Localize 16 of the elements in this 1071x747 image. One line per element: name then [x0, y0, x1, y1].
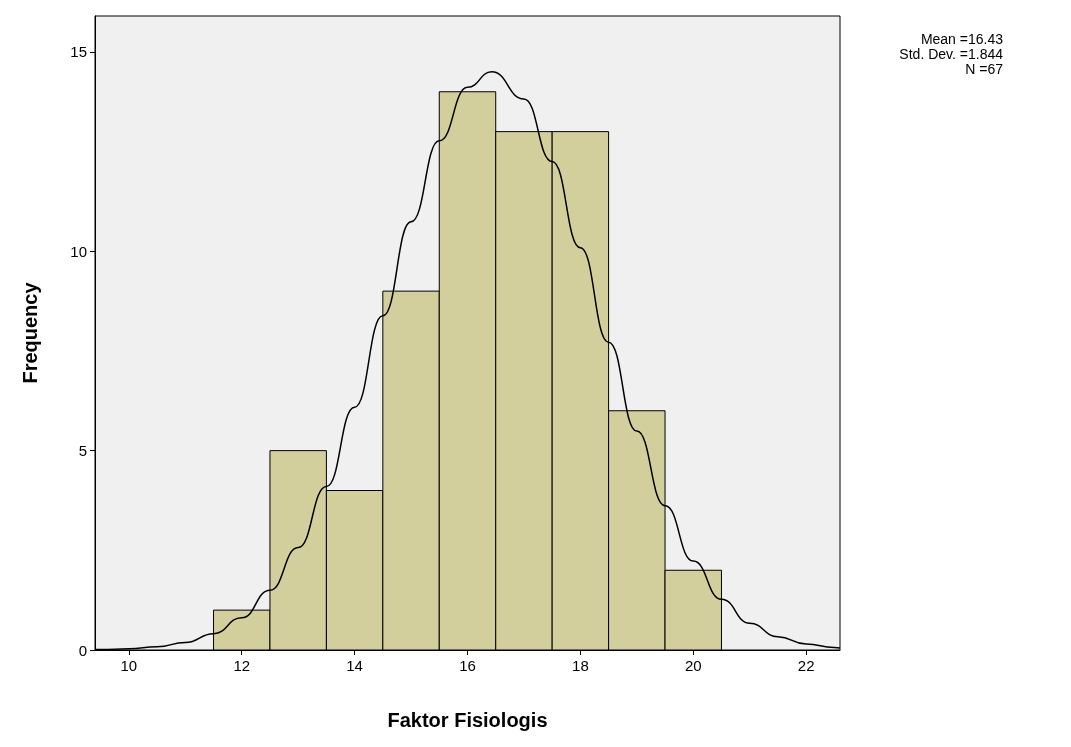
x-axis-title: Faktor Fisiologis [387, 709, 548, 731]
text: Mean =16.43 [920, 31, 1004, 47]
x-tick-label: 10 [120, 657, 138, 674]
x-tick-label: 14 [346, 657, 363, 674]
y-tick-label: 10 [70, 242, 87, 260]
text: Std. Dev. =1.844 [899, 46, 1004, 62]
x-tick-label: 18 [572, 657, 589, 674]
y-tick-label: 0 [78, 641, 87, 659]
y-tick-label: 15 [70, 43, 87, 61]
x-tick-label: 22 [797, 657, 815, 674]
y-axis-title: Frequency [19, 281, 41, 384]
y-tick-label: 5 [78, 442, 87, 460]
x-tick-label: 12 [233, 657, 251, 674]
x-tick-label: 16 [459, 657, 476, 674]
x-tick-label: 20 [684, 657, 702, 674]
text: N =67 [965, 61, 1004, 77]
